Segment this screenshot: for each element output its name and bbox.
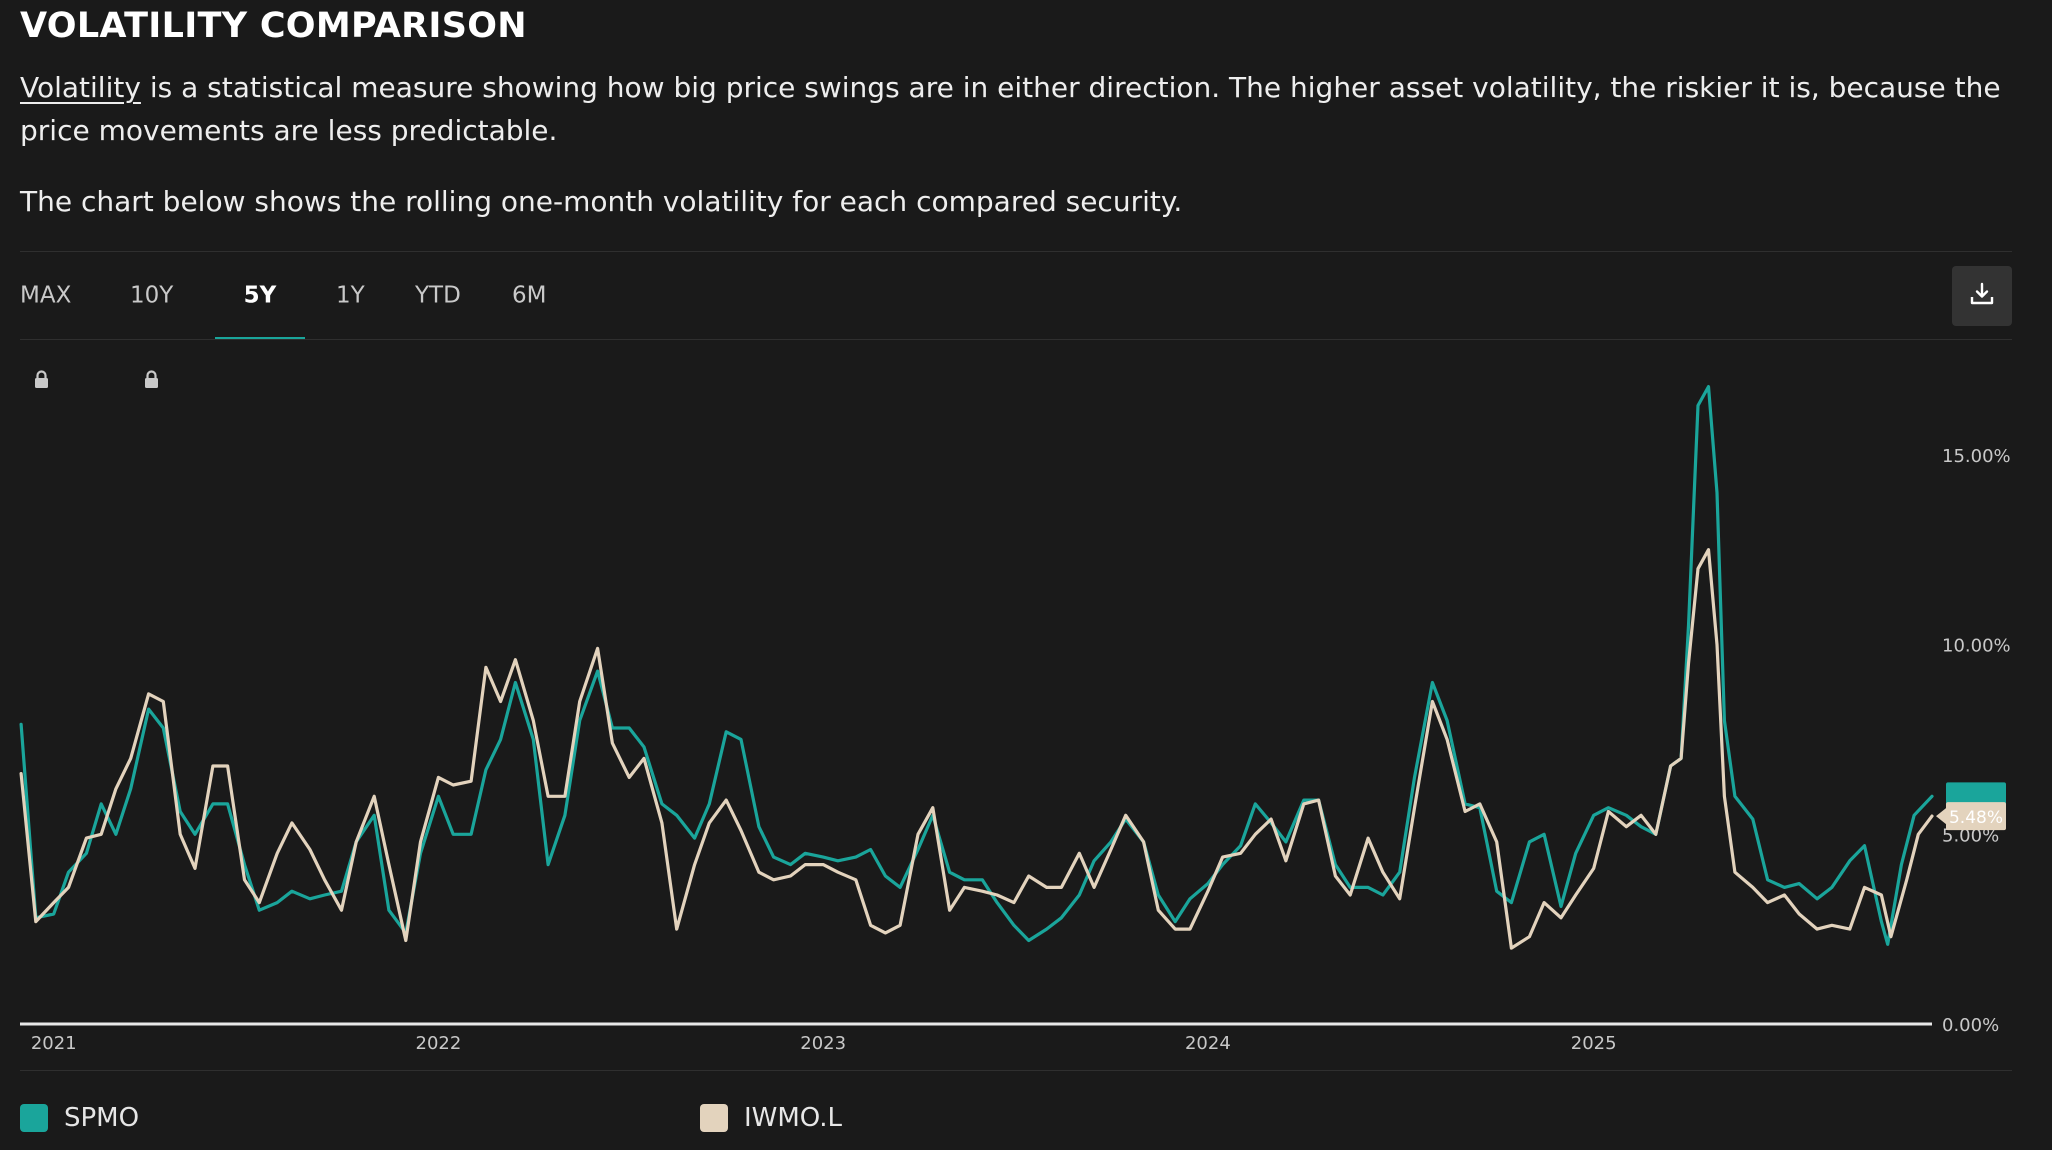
y-tick-label: 15.00% [1942, 446, 2011, 467]
download-icon [1969, 281, 1995, 311]
tab-label: 5Y [243, 282, 277, 309]
last-value-label: 5.48% [1949, 808, 2003, 828]
divider [20, 251, 2012, 252]
x-tick-label: 2024 [1185, 1033, 1231, 1054]
x-tick-label: 2023 [800, 1033, 846, 1054]
tab-ytd[interactable]: YTD [415, 252, 461, 338]
section-description: Volatility is a statistical measure show… [20, 66, 2010, 152]
tab-label: 1Y [336, 282, 365, 309]
legend-item-iwmo[interactable]: IWMO.L [700, 1100, 842, 1136]
last-value-marker-spmo [1946, 782, 2006, 809]
x-tick-label: 2021 [31, 1033, 77, 1054]
tab-10y[interactable]: 10Y [130, 252, 174, 388]
x-tick-label: 2022 [416, 1033, 462, 1054]
tab-label: 6M [512, 282, 547, 309]
legend-swatch-spmo [20, 1104, 48, 1132]
volatility-link[interactable]: Volatility [20, 71, 141, 104]
lock-icon [34, 339, 49, 425]
tab-1y[interactable]: 1Y [336, 252, 365, 338]
legend-label: IWMO.L [744, 1103, 842, 1133]
last-value-pointer [1936, 808, 1946, 825]
y-tick-label: 10.00% [1942, 636, 2011, 657]
legend-item-spmo[interactable]: SPMO [20, 1100, 139, 1136]
y-tick-label: 5.00% [1942, 825, 1999, 846]
x-tick-label: 2025 [1571, 1033, 1617, 1054]
divider [20, 339, 2012, 340]
tab-max[interactable]: MAX [20, 252, 72, 388]
last-value-marker-iwmo [1946, 802, 2006, 831]
series-line-spmo [19, 385, 1934, 946]
tab-5y[interactable]: 5Y [215, 252, 305, 340]
divider [20, 1070, 2012, 1071]
y-tick-label: 0.00% [1942, 1015, 1999, 1036]
tab-label: 10Y [130, 282, 174, 309]
lock-icon [144, 339, 159, 425]
tab-6m[interactable]: 6M [512, 252, 546, 338]
legend-label: SPMO [64, 1103, 140, 1133]
section-title: VOLATILITY COMPARISON [20, 6, 527, 46]
series-line-iwmol [19, 548, 1934, 950]
tab-label: YTD [415, 282, 461, 309]
legend-swatch-iwmo [700, 1104, 728, 1132]
volatility-line-chart: 0.00% 5.00% 10.00% 15.00% 2021 2022 2023 2024 20… [19, 385, 2011, 1054]
download-button[interactable] [1952, 266, 2012, 326]
description-text: is a statistical measure showing how big… [20, 71, 2001, 147]
chart-explanation: The chart below shows the rolling one-mo… [20, 185, 1183, 218]
tab-label: MAX [20, 282, 72, 309]
